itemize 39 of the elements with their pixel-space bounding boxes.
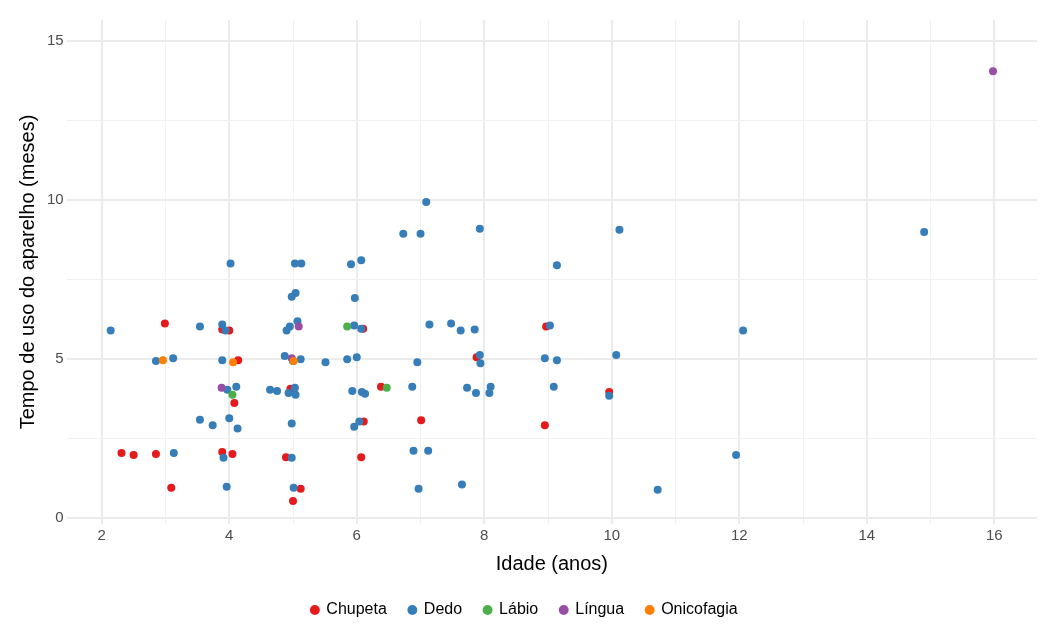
point	[357, 453, 366, 462]
x-tick-label: 2	[97, 526, 106, 544]
point	[230, 399, 239, 408]
point	[382, 383, 391, 392]
point	[151, 450, 160, 458]
point	[228, 450, 237, 458]
x-tick-label: 14	[858, 526, 876, 544]
point	[417, 416, 426, 425]
point	[296, 484, 305, 493]
legend-label: Língua	[575, 600, 625, 618]
x-tick-label: 10	[603, 526, 621, 544]
point	[294, 322, 303, 331]
point	[289, 497, 298, 506]
x-tick-label: 4	[225, 526, 234, 544]
point	[167, 483, 176, 492]
point	[229, 358, 238, 367]
point	[217, 383, 226, 392]
legend-label: Lábio	[499, 600, 539, 618]
x-tick-label: 12	[730, 526, 748, 544]
x-tick-label: 6	[352, 526, 361, 544]
point	[228, 390, 237, 399]
y-tick-label: 10	[47, 190, 64, 208]
legend-label: Chupeta	[326, 600, 387, 618]
point	[343, 322, 352, 331]
point	[160, 319, 169, 328]
x-tick-label: 16	[985, 526, 1003, 544]
y-tick-label: 0	[55, 508, 64, 526]
x-tick-label: 8	[480, 526, 489, 544]
point	[129, 450, 138, 459]
y-axis-title: Tempo de uso do aparelho (meses)	[15, 114, 38, 430]
y-tick-label: 15	[47, 31, 64, 49]
point	[117, 449, 126, 458]
y-tick-label: 5	[55, 349, 64, 367]
x-axis-title: Idade (anos)	[495, 551, 608, 574]
point	[540, 421, 549, 430]
legend-label: Onicofagia	[661, 600, 738, 618]
point	[158, 356, 167, 365]
point	[989, 67, 998, 76]
legend-label: Dedo	[423, 600, 463, 618]
